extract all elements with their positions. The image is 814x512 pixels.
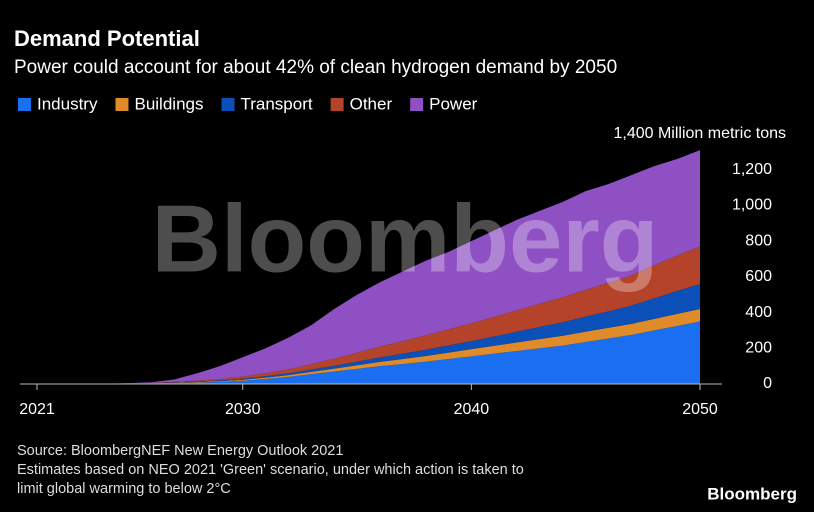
legend-label: Buildings	[134, 94, 203, 113]
x-tick-label: 2030	[225, 401, 261, 418]
area	[37, 246, 700, 384]
logo: Bloomberg	[707, 484, 797, 503]
area	[37, 150, 700, 384]
y-tick-label: 400	[745, 304, 772, 321]
legend-label: Power	[429, 94, 478, 113]
note: limit global warming to below 2°C	[17, 481, 231, 497]
y-tick-label: 1,400 Million metric tons	[613, 125, 786, 142]
legend-swatch	[115, 98, 129, 111]
chart-title: Demand Potential	[14, 26, 200, 51]
area	[37, 321, 700, 384]
y-tick-label: 600	[745, 268, 772, 285]
x-tick-label: 2021	[19, 401, 55, 418]
note: Estimates based on NEO 2021 'Green' scen…	[17, 462, 524, 478]
y-tick-label: 200	[745, 340, 772, 357]
chart-subtitle: Power could account for about 42% of cle…	[14, 57, 617, 78]
area	[37, 284, 700, 384]
y-tick-label: 1,000	[732, 197, 772, 214]
legend-swatch	[330, 98, 344, 111]
legend-label: Industry	[37, 94, 98, 113]
x-tick-label: 2040	[454, 401, 490, 418]
y-tick-label: 0	[763, 375, 772, 392]
watermark: Bloomberg	[152, 185, 659, 292]
source: Source: BloombergNEF New Energy Outlook …	[17, 443, 343, 459]
legend-swatch	[221, 98, 235, 111]
legend-label: Other	[350, 94, 393, 113]
legend-swatch	[18, 98, 31, 111]
legend-swatch	[410, 98, 424, 111]
y-tick-label: 1,200	[732, 161, 772, 178]
legend-label: Transport	[240, 94, 312, 113]
y-tick-label: 800	[745, 232, 772, 249]
x-tick-label: 2050	[682, 401, 718, 418]
plot	[37, 150, 700, 384]
